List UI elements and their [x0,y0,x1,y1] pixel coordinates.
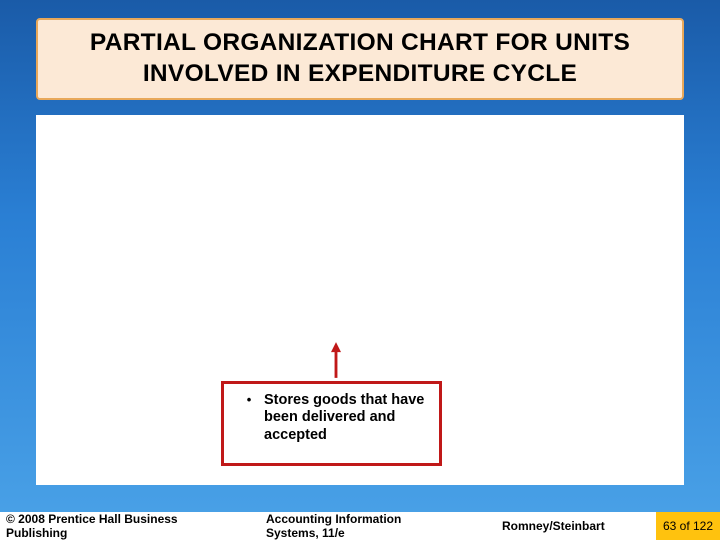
arrow-up-icon [331,335,341,385]
footer-page-number: 63 of 122 [656,512,720,540]
footer-book-title: Accounting Information Systems, 11/e [236,512,454,540]
slide-title: PARTIAL ORGANIZATION CHART FOR UNITS INV… [58,28,662,89]
bullet-icon: • [234,392,264,455]
callout-box: • Stores goods that have been delivered … [221,381,442,466]
footer-copyright: © 2008 Prentice Hall Business Publishing [0,512,236,540]
footer-authors: Romney/Steinbart [454,512,656,540]
slide-title-box: PARTIAL ORGANIZATION CHART FOR UNITS INV… [36,18,684,100]
slide-footer: © 2008 Prentice Hall Business Publishing… [0,512,720,540]
callout-text: Stores goods that have been delivered an… [264,392,429,455]
content-area: • Stores goods that have been delivered … [36,115,684,485]
